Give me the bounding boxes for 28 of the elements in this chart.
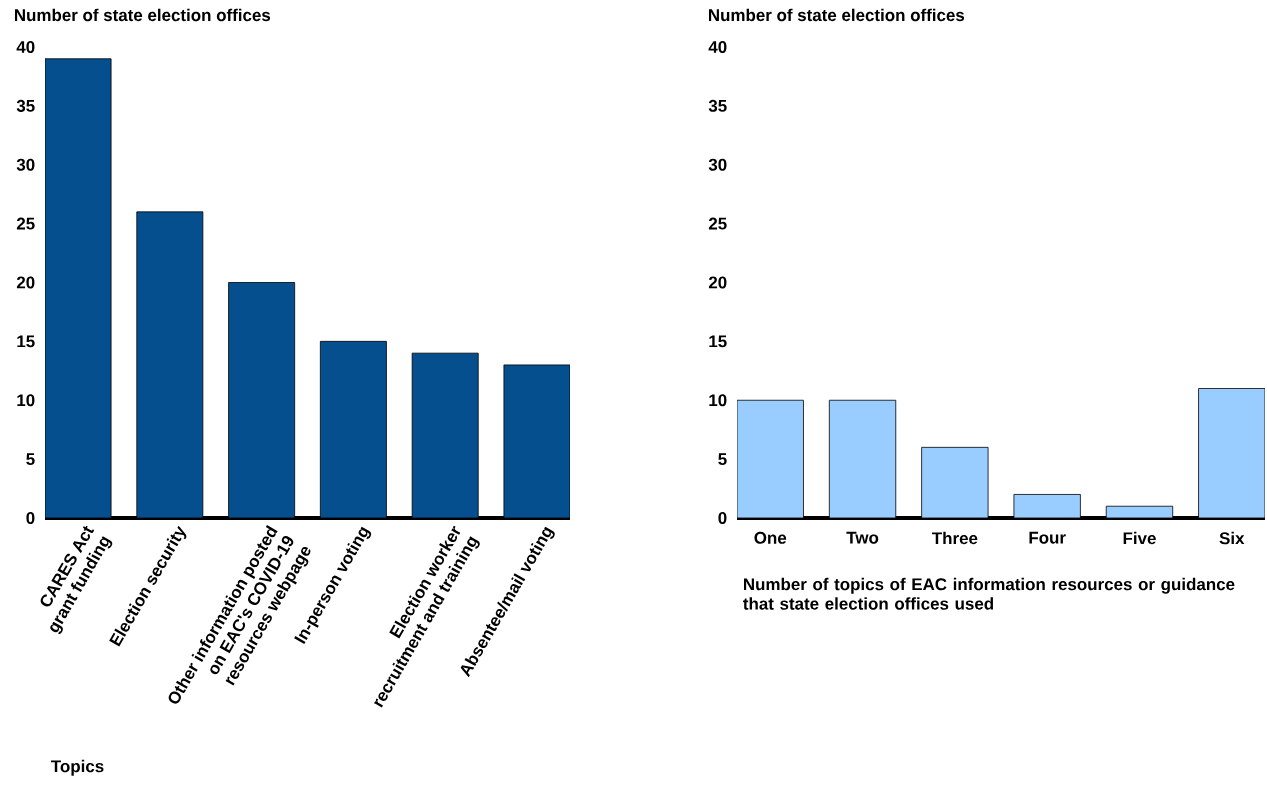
y-tick-label: 5	[26, 453, 35, 466]
y-tick-label: 0	[718, 512, 727, 524]
y-tick-label: 25	[708, 217, 727, 230]
y-tick-label: 0	[26, 512, 35, 524]
y-tick-label: 5	[718, 453, 727, 466]
x-tick-label: Three	[931, 531, 978, 545]
x-axis-title: Number of topics of EAC information resources or guidance that state election offices used	[743, 577, 1235, 610]
x-tick-label: Four	[1029, 531, 1066, 544]
y-tick-label: 25	[16, 217, 35, 230]
x-tick-label: One	[754, 531, 787, 544]
x-tick-label: Six	[1219, 531, 1245, 545]
y-tick-label: 15	[17, 335, 35, 348]
y-tick-label: 35	[708, 99, 727, 112]
y-tick-label: 20	[16, 276, 35, 289]
y-tick-label: 35	[16, 99, 35, 112]
y-tick-label: 30	[16, 158, 35, 171]
x-axis-title: Topics	[51, 759, 104, 776]
y-tick-label: 20	[708, 276, 727, 289]
y-axis-title: Number of state election offices	[14, 8, 271, 22]
y-tick-label: 10	[709, 394, 727, 407]
x-tick-label: Two	[846, 531, 879, 544]
y-tick-label: 10	[17, 394, 35, 407]
y-tick-label: 30	[708, 158, 727, 171]
y-axis-title: Number of state election offices	[708, 8, 965, 22]
y-tick-label: 15	[709, 335, 727, 348]
y-tick-label: 40	[16, 41, 35, 53]
x-tick-label: Five	[1123, 531, 1156, 545]
y-tick-label: 40	[708, 40, 727, 53]
